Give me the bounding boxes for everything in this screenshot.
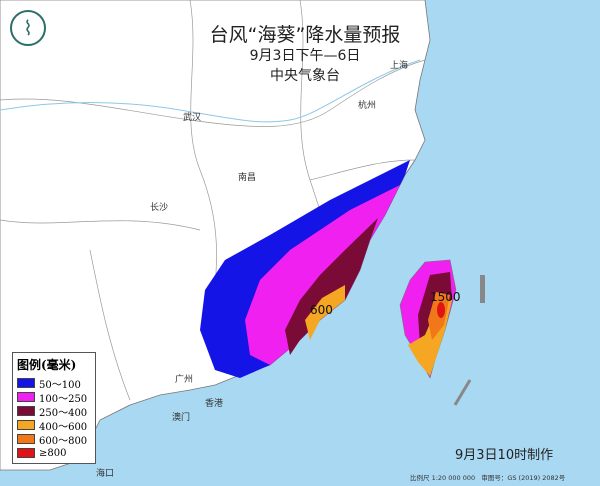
period: 9月3日下午—6日: [249, 48, 361, 64]
province-borders: [0, 0, 426, 401]
map-title: 台风“海葵”降水量预报: [209, 24, 401, 46]
city-label: 南昌: [238, 173, 257, 183]
scale: 比例尺 1:20 000 000: [410, 474, 476, 482]
city-label: 海口: [96, 469, 115, 479]
city-label: 广州: [175, 375, 194, 385]
island: [453, 379, 472, 406]
approval-number: 审图号：GS (2019) 2082号: [481, 474, 566, 482]
city-label: 澳门: [172, 413, 191, 423]
taiwan-over-800: [437, 302, 445, 318]
legend-swatch: [17, 406, 35, 416]
legend-label: ≥800: [39, 447, 67, 459]
city-label: 武汉: [183, 113, 202, 123]
legend-title: 图例(毫米): [17, 358, 77, 372]
island: [480, 275, 485, 303]
legend: 图例(毫米) 50～100 100～250 250～400 400～600 60…: [12, 352, 96, 464]
legend-swatch: [17, 420, 35, 430]
issuer: 中央气象台: [270, 68, 340, 84]
legend-swatch: [17, 378, 35, 388]
production-time: 9月3日10时制作: [455, 448, 554, 463]
legend-item: 400～600: [17, 418, 91, 433]
legend-swatch: [17, 392, 35, 402]
yangtze-river: [0, 59, 421, 123]
city-label: 香港: [205, 399, 224, 409]
legend-label: 100～250: [39, 393, 88, 405]
cma-logo: ⌇: [10, 10, 46, 46]
city-label: 杭州: [358, 101, 377, 111]
rain-400-600: [305, 285, 345, 340]
city-label: 上海: [390, 61, 409, 71]
legend-label: 250～400: [39, 407, 88, 419]
legend-swatch: [17, 448, 35, 458]
legend-label: 50～100: [39, 379, 81, 391]
legend-item: 250～400: [17, 404, 91, 419]
legend-label: 600～800: [39, 435, 88, 447]
legend-item: 600～800: [17, 432, 91, 447]
max-value-fujian: 600: [310, 303, 333, 317]
legend-item: 100～250: [17, 390, 91, 405]
legend-label: 400～600: [39, 421, 88, 433]
max-value-taiwan: 1500: [430, 290, 461, 304]
legend-swatch: [17, 434, 35, 444]
scale-note: 比例尺 1:20 000 000 审图号：GS (2019) 2082号: [410, 472, 565, 482]
legend-item: ≥800: [17, 446, 91, 460]
legend-item: 50～100: [17, 376, 91, 391]
city-label: 长沙: [150, 203, 169, 213]
